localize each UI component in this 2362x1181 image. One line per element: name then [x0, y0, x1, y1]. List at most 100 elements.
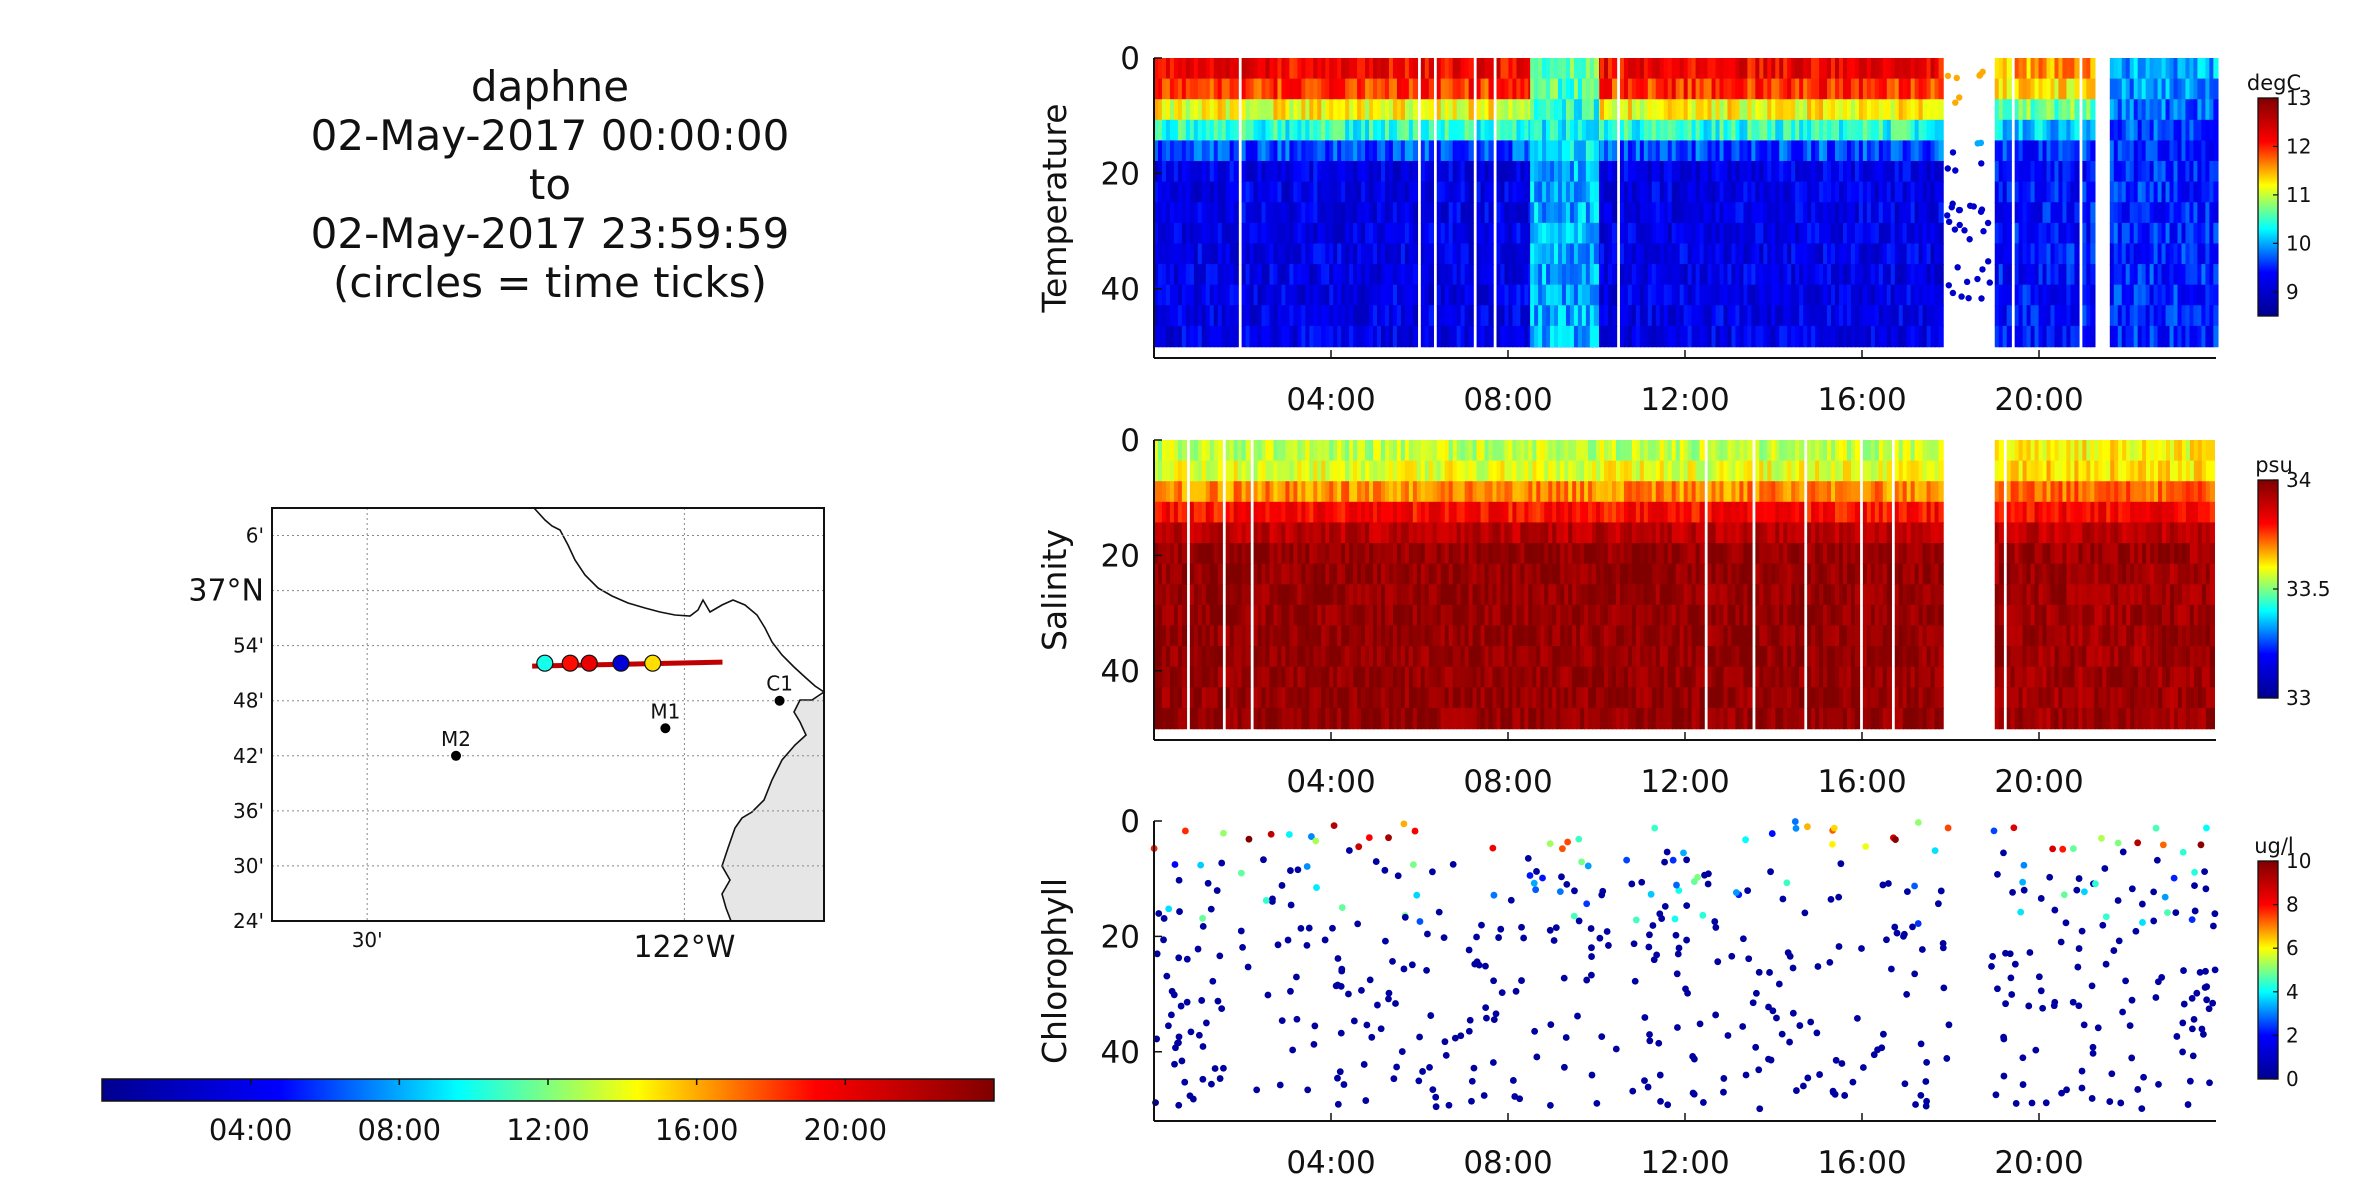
profile-sample: [1373, 99, 1379, 121]
profile-sample: [1357, 99, 1363, 121]
profile-sample: [2066, 325, 2072, 348]
profile-sample: [2034, 222, 2040, 245]
profile-sample: [2205, 119, 2211, 142]
profile-sample: [1237, 440, 1243, 462]
profile-sample: [1357, 58, 1363, 80]
profile-sample: [1890, 181, 1896, 204]
profile-sample: [1819, 140, 1825, 162]
profile-sample: [1930, 78, 1936, 101]
profile-sample: [1205, 481, 1211, 503]
profile-sample: [2014, 99, 2020, 121]
profile-sample: [1245, 501, 1251, 524]
profile-sample: [1213, 666, 1219, 689]
profile-sample: [1321, 264, 1327, 286]
profile-sample: [1273, 264, 1279, 286]
profile-sample: [1569, 325, 1576, 348]
profile-sample: [1261, 325, 1267, 348]
profile-sample: [1177, 707, 1184, 730]
profile-sample: [1795, 222, 1801, 245]
profile-sample: [1388, 58, 1395, 80]
profile-sample: [1313, 243, 1319, 265]
profile-sample: [1691, 181, 1697, 204]
profile-sample: [1484, 243, 1490, 265]
profile-sample: [1854, 119, 1861, 142]
profile-sample: [1687, 58, 1693, 80]
profile-sample: [1269, 222, 1275, 245]
profile-sample: [1225, 119, 1231, 142]
profile-sample: [1468, 181, 1474, 204]
profile-sample: [1289, 99, 1295, 121]
profile-sample: [1157, 460, 1164, 483]
profile-sample: [1377, 99, 1383, 121]
profile-sample: [1934, 325, 1940, 348]
profile-sample: [1516, 305, 1522, 327]
profile-sample: [1534, 58, 1540, 80]
profile-sample: [1751, 305, 1757, 327]
profile-sample: [1253, 78, 1259, 101]
profile-sample: [1739, 305, 1745, 327]
profile-point: [1952, 167, 1959, 174]
profile-sample: [1542, 284, 1548, 307]
profile-sample: [1799, 99, 1805, 121]
profile-sample: [2042, 305, 2048, 327]
profile-sample: [2034, 161, 2040, 183]
colorbar-tick-label: 12: [2286, 134, 2311, 158]
profile-sample: [2137, 243, 2143, 265]
profile-sample: [2173, 78, 2179, 101]
profile-sample: [2022, 284, 2028, 307]
profile-sample: [1173, 707, 1180, 730]
profile-sample: [2157, 222, 2163, 245]
profile-sample: [1831, 161, 1837, 183]
profile-sample: [2050, 222, 2056, 245]
profile-point: [1954, 264, 1961, 271]
profile-sample: [1739, 243, 1745, 265]
profile-sample: [1321, 161, 1327, 183]
profile-sample: [1436, 78, 1442, 101]
profile-sample: [1468, 99, 1474, 121]
profile-sample: [1811, 325, 1817, 348]
profile-sample: [1440, 78, 1446, 101]
profile-sample: [2026, 119, 2032, 142]
profile-sample: [2014, 161, 2020, 183]
profile-sample: [1225, 604, 1231, 627]
profile-sample: [2018, 264, 2024, 286]
profile-sample: [1711, 305, 1717, 327]
profile-sample: [1787, 78, 1793, 101]
profile-sample: [1173, 243, 1180, 265]
profile-sample: [1659, 305, 1665, 327]
profile-sample: [1233, 646, 1239, 668]
profile-sample: [1715, 243, 1721, 265]
profile-sample: [1269, 78, 1275, 101]
profile-sample: [2058, 181, 2064, 204]
profile-sample: [1918, 161, 1924, 183]
profile-sample: [1627, 58, 1634, 80]
profile-sample: [1565, 305, 1572, 327]
profile-sample: [1249, 284, 1255, 307]
profile-sample: [1842, 119, 1849, 142]
profile-sample: [2022, 181, 2028, 204]
profile-sample: [1842, 140, 1849, 162]
profile-sample: [1627, 325, 1634, 348]
profile-sample: [1743, 305, 1749, 327]
profile-sample: [1866, 264, 1873, 286]
profile-sample: [1341, 243, 1347, 265]
profile-sample: [1739, 119, 1745, 142]
map-coastline: [533, 507, 826, 922]
profile-sample: [1811, 99, 1817, 121]
profile-sample: [2054, 78, 2060, 101]
profile-sample: [1157, 99, 1164, 121]
profile-sample: [1201, 563, 1207, 586]
profile-sample: [1205, 78, 1211, 101]
profile-sample: [1835, 78, 1841, 101]
profile-sample: [1177, 202, 1184, 224]
profile-sample: [1866, 99, 1873, 121]
profile-sample: [2042, 140, 2048, 162]
profile-sample: [1898, 325, 1904, 348]
profile-sample: [1918, 181, 1924, 204]
profile-sample: [1930, 325, 1936, 348]
profile-sample: [2193, 305, 2199, 327]
profile-sample: [1400, 181, 1407, 204]
profile-sample: [1667, 222, 1673, 245]
profile-sample: [1169, 707, 1176, 730]
profile-sample: [1496, 78, 1502, 101]
